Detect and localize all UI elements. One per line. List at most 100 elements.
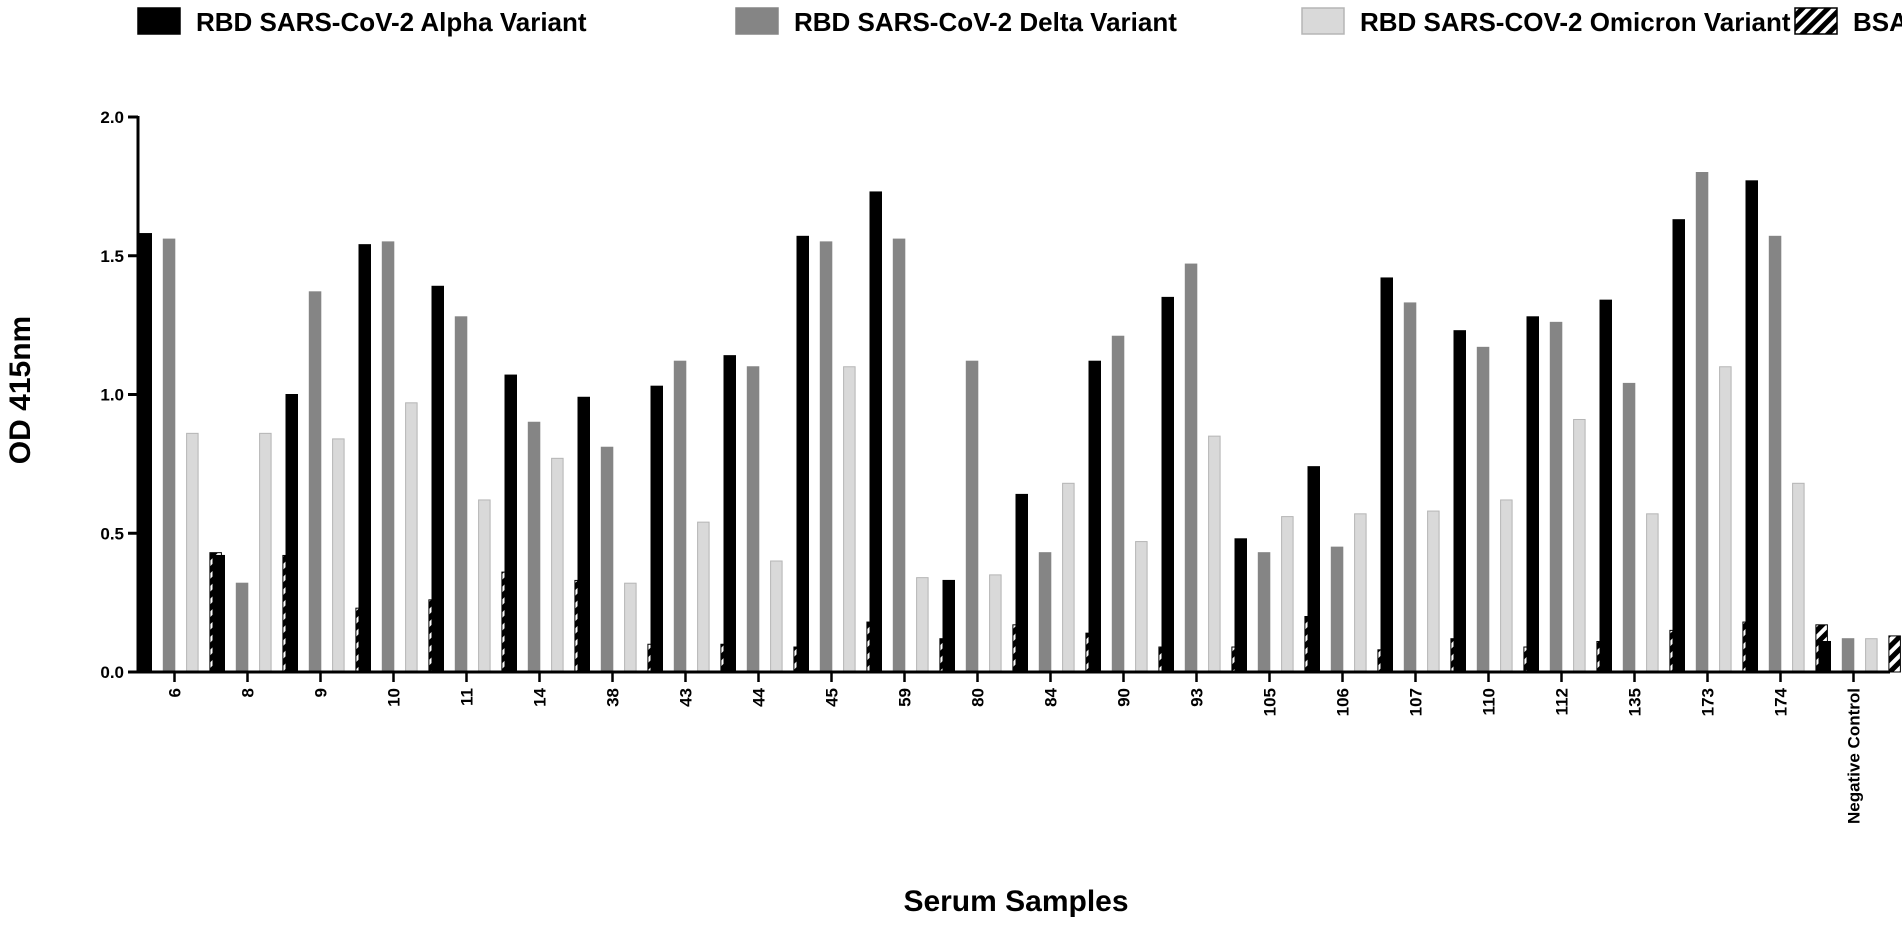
bar-rbd-sars-cov-2-alpha-variant-negative-control — [1818, 640, 1831, 673]
bar-rbd-sars-cov-2-alpha-variant-44 — [723, 355, 736, 673]
x-tick-label: 59 — [896, 688, 915, 707]
bar-rbd-sars-cov-2-delta-variant-11 — [454, 316, 468, 673]
bar-rbd-sars-cov-2-omicron-variant-59 — [916, 577, 929, 673]
bar-rbd-sars-cov-2-delta-variant-105 — [1257, 552, 1271, 673]
bar-rbd-sars-cov-2-omicron-variant-11 — [478, 499, 491, 673]
bar-rbd-sars-cov-2-delta-variant-45 — [819, 241, 833, 673]
bar-rbd-sars-cov-2-omicron-variant-106 — [1354, 513, 1367, 673]
bar-rbd-sars-cov-2-delta-variant-173 — [1695, 172, 1709, 673]
x-tick-label: 11 — [458, 688, 477, 706]
bar-rbd-sars-cov-2-omicron-variant-112 — [1573, 418, 1586, 673]
x-tick-label: 38 — [604, 688, 623, 707]
bar-rbd-sars-cov-2-delta-variant-93 — [1184, 263, 1198, 673]
bar-rbd-sars-cov-2-alpha-variant-45 — [796, 235, 809, 673]
x-axis-title: Serum Samples — [903, 885, 1128, 918]
bar-rbd-sars-cov-2-alpha-variant-112 — [1526, 316, 1539, 673]
bar-rbd-sars-cov-2-omicron-variant-14 — [551, 457, 564, 673]
bar-rbd-sars-cov-2-omicron-variant-6 — [186, 432, 199, 673]
legend-swatch-rbd-sars-cov-2-delta-variant — [735, 7, 779, 35]
bar-rbd-sars-cov-2-delta-variant-10 — [381, 241, 395, 673]
x-tick-label: 8 — [239, 688, 258, 697]
bar-rbd-sars-cov-2-alpha-variant-105 — [1234, 538, 1247, 673]
bar-rbd-sars-cov-2-alpha-variant-9 — [285, 394, 298, 673]
bar-rbd-sars-cov-2-delta-variant-107 — [1403, 302, 1417, 673]
bar-rbd-sars-cov-2-omicron-variant-43 — [697, 521, 710, 673]
x-tick-label: 174 — [1772, 687, 1791, 716]
bar-rbd-sars-cov-2-omicron-variant-44 — [770, 560, 783, 673]
x-tick-label: 90 — [1115, 688, 1134, 707]
legend-swatch-rbd-sars-cov-2-alpha-variant — [137, 7, 181, 35]
legend-label: RBD SARS-COV-2 Omicron Variant — [1360, 7, 1791, 37]
bar-rbd-sars-cov-2-alpha-variant-43 — [650, 385, 663, 673]
bar-rbd-sars-cov-2-delta-variant-38 — [600, 446, 614, 673]
bar-rbd-sars-cov-2-omicron-variant-135 — [1646, 513, 1659, 673]
bar-rbd-sars-cov-2-alpha-variant-110 — [1453, 330, 1466, 673]
bar-rbd-sars-cov-2-alpha-variant-107 — [1380, 277, 1393, 673]
x-tick-label: 9 — [312, 688, 331, 697]
bar-rbd-sars-cov-2-omicron-variant-10 — [405, 402, 418, 673]
x-tick-label: 105 — [1261, 688, 1280, 716]
legend-label: BSA — [1853, 7, 1902, 37]
bar-rbd-sars-cov-2-alpha-variant-10 — [358, 244, 371, 673]
bar-rbd-sars-cov-2-delta-variant-44 — [746, 366, 760, 673]
bar-rbd-sars-cov-2-omicron-variant-8 — [259, 432, 272, 673]
y-axis-title: OD 415nm — [4, 316, 37, 464]
bar-rbd-sars-cov-2-alpha-variant-8 — [212, 554, 225, 673]
legend-swatch-bsa — [1794, 7, 1838, 35]
bar-rbd-sars-cov-2-omicron-variant-107 — [1427, 510, 1440, 673]
y-tick-label: 1.5 — [100, 247, 124, 266]
y-tick-label: 1.0 — [100, 386, 124, 405]
bar-rbd-sars-cov-2-omicron-variant-90 — [1135, 541, 1148, 673]
bar-rbd-sars-cov-2-delta-variant-135 — [1622, 382, 1636, 673]
bar-rbd-sars-cov-2-delta-variant-80 — [965, 360, 979, 673]
bar-rbd-sars-cov-2-delta-variant-110 — [1476, 346, 1490, 673]
x-tick-label: 45 — [823, 688, 842, 707]
bar-rbd-sars-cov-2-omicron-variant-negative-control — [1865, 638, 1878, 673]
bar-rbd-sars-cov-2-delta-variant-negative-control — [1841, 638, 1855, 673]
x-tick-label: 135 — [1626, 688, 1645, 716]
legend-label: RBD SARS-CoV-2 Alpha Variant — [196, 7, 587, 37]
bar-rbd-sars-cov-2-omicron-variant-38 — [624, 582, 637, 673]
y-tick-label: 2.0 — [100, 108, 124, 127]
bar-rbd-sars-cov-2-delta-variant-43 — [673, 360, 687, 673]
x-tick-label: 107 — [1407, 688, 1426, 716]
y-tick-label: 0.0 — [100, 663, 124, 682]
legend-swatch-rbd-sars-cov-2-omicron-variant — [1301, 7, 1345, 35]
bar-rbd-sars-cov-2-omicron-variant-93 — [1208, 435, 1221, 673]
bar-rbd-sars-cov-2-alpha-variant-106 — [1307, 466, 1320, 673]
x-tick-label: 14 — [531, 687, 550, 706]
x-tick-label: 110 — [1480, 688, 1499, 715]
bar-rbd-sars-cov-2-alpha-variant-84 — [1015, 493, 1028, 673]
x-tick-label: 44 — [750, 687, 769, 706]
legend-label: RBD SARS-CoV-2 Delta Variant — [794, 7, 1177, 37]
bar-rbd-sars-cov-2-alpha-variant-90 — [1088, 360, 1101, 673]
legend: RBD SARS-CoV-2 Alpha Variant RBD SARS-CoV… — [137, 7, 1902, 37]
x-tick-label: 112 — [1553, 688, 1572, 715]
bar-rbd-sars-cov-2-alpha-variant-80 — [942, 579, 955, 673]
bar-rbd-sars-cov-2-alpha-variant-14 — [504, 374, 517, 673]
bar-rbd-sars-cov-2-alpha-variant-174 — [1745, 180, 1758, 673]
bar-rbd-sars-cov-2-alpha-variant-11 — [431, 285, 444, 673]
bar-rbd-sars-cov-2-alpha-variant-93 — [1161, 296, 1174, 673]
bar-rbd-sars-cov-2-delta-variant-112 — [1549, 321, 1563, 673]
x-tick-label: Negative Control — [1845, 688, 1864, 824]
bar-rbd-sars-cov-2-delta-variant-90 — [1111, 335, 1125, 673]
x-axis: 6 8 9 10 11 14 38 43 44 45 59 80 84 90 93 105 106 107 110 1… — [136, 670, 1890, 824]
bar-rbd-sars-cov-2-delta-variant-174 — [1768, 235, 1782, 673]
bar-rbd-sars-cov-2-omicron-variant-173 — [1719, 366, 1732, 673]
x-tick-label: 80 — [969, 688, 988, 707]
bar-rbd-sars-cov-2-alpha-variant-135 — [1599, 299, 1612, 673]
x-tick-label: 84 — [1042, 687, 1061, 706]
x-tick-label: 10 — [385, 688, 404, 707]
bar-rbd-sars-cov-2-delta-variant-8 — [235, 582, 249, 673]
y-tick-label: 0.5 — [100, 524, 124, 543]
bar-rbd-sars-cov-2-delta-variant-6 — [162, 238, 176, 673]
bar-rbd-sars-cov-2-omicron-variant-174 — [1792, 482, 1805, 673]
bar-rbd-sars-cov-2-delta-variant-59 — [892, 238, 906, 673]
bar-rbd-sars-cov-2-alpha-variant-6 — [139, 233, 152, 673]
bar-bsa-negative-control — [1888, 635, 1901, 673]
x-tick-label: 93 — [1188, 688, 1207, 707]
bar-rbd-sars-cov-2-omicron-variant-9 — [332, 438, 345, 673]
x-tick-label: 6 — [166, 688, 185, 697]
